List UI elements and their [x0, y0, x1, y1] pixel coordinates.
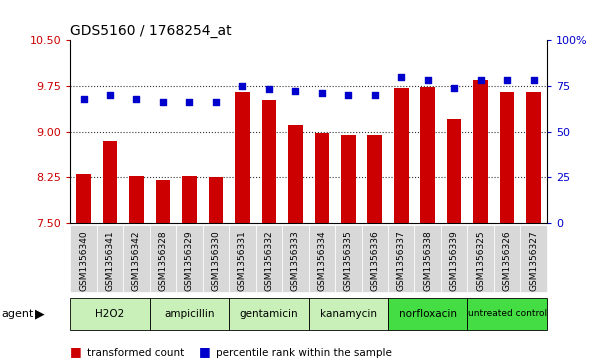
Bar [362, 225, 388, 292]
Text: GSM1356332: GSM1356332 [265, 231, 273, 291]
Bar [309, 298, 388, 330]
Bar [229, 298, 309, 330]
Bar [388, 225, 414, 292]
Text: gentamicin: gentamicin [240, 309, 298, 319]
Bar [156, 180, 170, 223]
Text: GSM1356333: GSM1356333 [291, 231, 300, 291]
Bar [367, 135, 382, 223]
Text: GSM1356325: GSM1356325 [476, 231, 485, 291]
Bar [203, 225, 229, 292]
Bar [441, 225, 467, 292]
Text: transformed count: transformed count [87, 347, 185, 358]
Point [370, 92, 379, 98]
Bar [388, 298, 467, 330]
Text: GSM1356327: GSM1356327 [529, 231, 538, 291]
Point [264, 86, 274, 92]
Point [397, 74, 406, 79]
Bar [282, 225, 309, 292]
Text: GSM1356329: GSM1356329 [185, 231, 194, 291]
Point [131, 96, 141, 102]
Text: GSM1356334: GSM1356334 [317, 231, 326, 291]
Point [529, 77, 538, 83]
Text: GSM1356336: GSM1356336 [370, 231, 379, 291]
Bar [150, 225, 176, 292]
Bar [129, 176, 144, 223]
Point [290, 88, 300, 94]
Bar [235, 92, 250, 223]
Text: H2O2: H2O2 [95, 309, 125, 319]
Text: GSM1356339: GSM1356339 [450, 231, 459, 291]
Text: GSM1356338: GSM1356338 [423, 231, 432, 291]
Bar [500, 92, 514, 223]
Bar [335, 225, 362, 292]
Text: GSM1356337: GSM1356337 [397, 231, 406, 291]
Point [238, 83, 247, 89]
Text: ampicillin: ampicillin [164, 309, 214, 319]
Bar [182, 176, 197, 223]
Bar [474, 79, 488, 223]
Bar [76, 174, 91, 223]
Text: GSM1356326: GSM1356326 [503, 231, 511, 291]
Bar [229, 225, 255, 292]
Text: GSM1356330: GSM1356330 [211, 231, 221, 291]
Bar [315, 134, 329, 223]
Point [317, 90, 327, 96]
Bar [176, 225, 203, 292]
Text: untreated control: untreated control [467, 310, 547, 318]
Point [423, 77, 433, 83]
Bar [123, 225, 150, 292]
Bar [494, 225, 521, 292]
Bar [526, 92, 541, 223]
Bar [521, 225, 547, 292]
Bar [70, 298, 150, 330]
Bar [447, 119, 461, 223]
Bar [414, 225, 441, 292]
Text: GSM1356341: GSM1356341 [106, 231, 114, 291]
Point [185, 99, 194, 105]
Bar [467, 298, 547, 330]
Point [449, 85, 459, 90]
Bar [288, 126, 302, 223]
Text: GDS5160 / 1768254_at: GDS5160 / 1768254_at [70, 24, 232, 37]
Bar [309, 225, 335, 292]
Text: GSM1356331: GSM1356331 [238, 231, 247, 291]
Point [211, 99, 221, 105]
Bar [97, 225, 123, 292]
Point [343, 92, 353, 98]
Text: ▶: ▶ [35, 307, 45, 321]
Bar [341, 135, 356, 223]
Text: GSM1356328: GSM1356328 [158, 231, 167, 291]
Bar [70, 225, 97, 292]
Point [502, 77, 512, 83]
Text: percentile rank within the sample: percentile rank within the sample [216, 347, 392, 358]
Point [79, 96, 89, 102]
Text: ■: ■ [199, 344, 210, 358]
Point [476, 77, 486, 83]
Text: ■: ■ [70, 344, 82, 358]
Bar [208, 178, 223, 223]
Text: GSM1356340: GSM1356340 [79, 231, 88, 291]
Bar [394, 87, 409, 223]
Bar [420, 87, 435, 223]
Text: agent: agent [1, 309, 34, 319]
Text: norfloxacin: norfloxacin [399, 309, 456, 319]
Point [158, 99, 168, 105]
Bar [262, 100, 276, 223]
Text: GSM1356342: GSM1356342 [132, 231, 141, 291]
Bar [103, 141, 117, 223]
Point [105, 92, 115, 98]
Bar [150, 298, 229, 330]
Text: GSM1356335: GSM1356335 [344, 231, 353, 291]
Bar [255, 225, 282, 292]
Bar [467, 225, 494, 292]
Text: kanamycin: kanamycin [320, 309, 377, 319]
